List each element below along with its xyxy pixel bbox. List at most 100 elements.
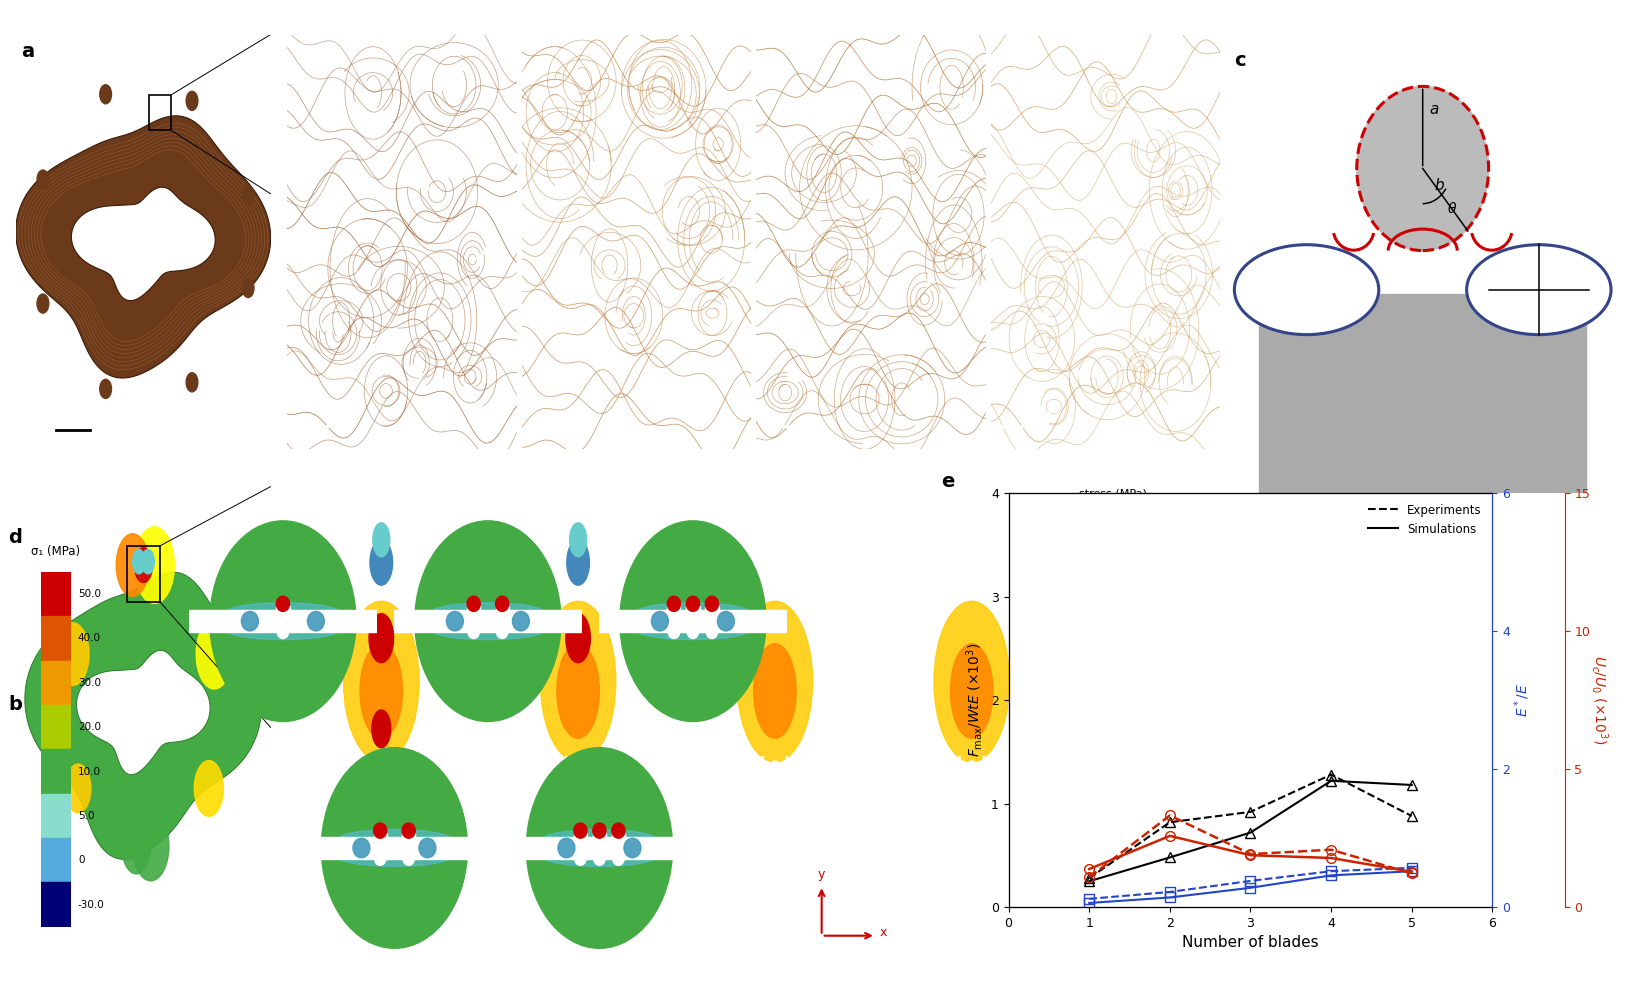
Bar bbox=[393, 610, 582, 632]
Circle shape bbox=[574, 823, 587, 838]
Text: 5.0: 5.0 bbox=[77, 810, 95, 821]
Circle shape bbox=[706, 625, 718, 639]
Text: -77.1: -77.1 bbox=[1116, 754, 1142, 764]
Ellipse shape bbox=[760, 761, 788, 893]
Bar bbox=[300, 837, 488, 859]
Circle shape bbox=[569, 523, 587, 557]
Circle shape bbox=[403, 852, 415, 866]
Circle shape bbox=[134, 527, 174, 603]
Circle shape bbox=[370, 540, 392, 586]
Circle shape bbox=[277, 625, 288, 639]
Ellipse shape bbox=[598, 625, 667, 889]
Text: c: c bbox=[1234, 51, 1246, 70]
Ellipse shape bbox=[539, 601, 616, 762]
Ellipse shape bbox=[1234, 245, 1378, 334]
Ellipse shape bbox=[361, 644, 402, 739]
Circle shape bbox=[623, 838, 641, 858]
Text: 10.0: 10.0 bbox=[77, 766, 102, 777]
Ellipse shape bbox=[367, 761, 395, 893]
Circle shape bbox=[402, 823, 415, 838]
Circle shape bbox=[374, 823, 387, 838]
Bar bbox=[1078, 542, 1108, 582]
Circle shape bbox=[565, 613, 590, 663]
Circle shape bbox=[667, 597, 680, 611]
Ellipse shape bbox=[488, 625, 557, 889]
Bar bbox=[592, 833, 606, 859]
Bar bbox=[505, 837, 693, 859]
Text: x: x bbox=[879, 926, 887, 939]
PathPatch shape bbox=[25, 572, 261, 860]
Text: 30.0: 30.0 bbox=[77, 677, 102, 688]
Ellipse shape bbox=[957, 761, 985, 893]
Ellipse shape bbox=[636, 602, 749, 622]
Text: d: d bbox=[8, 528, 21, 547]
Ellipse shape bbox=[526, 747, 672, 949]
Circle shape bbox=[38, 170, 49, 189]
Circle shape bbox=[134, 547, 152, 583]
Text: 0: 0 bbox=[77, 855, 84, 866]
Text: $a$: $a$ bbox=[1428, 102, 1439, 116]
Circle shape bbox=[56, 623, 89, 685]
Bar bbox=[1078, 779, 1108, 818]
Circle shape bbox=[187, 373, 198, 391]
Bar bbox=[402, 833, 415, 859]
Bar bbox=[598, 610, 787, 632]
Circle shape bbox=[133, 811, 169, 880]
Ellipse shape bbox=[338, 829, 451, 849]
Text: -200: -200 bbox=[1116, 833, 1139, 843]
Bar bbox=[1078, 661, 1108, 700]
Legend: Experiments, Simulations: Experiments, Simulations bbox=[1362, 499, 1485, 540]
Text: 230: 230 bbox=[1116, 557, 1136, 567]
Text: 50.0: 50.0 bbox=[77, 589, 102, 599]
Text: $b$: $b$ bbox=[1432, 176, 1444, 192]
Circle shape bbox=[495, 597, 508, 611]
Circle shape bbox=[574, 852, 585, 866]
Text: y: y bbox=[818, 868, 824, 881]
Bar bbox=[41, 661, 70, 705]
Ellipse shape bbox=[344, 601, 420, 762]
Circle shape bbox=[613, 852, 624, 866]
Y-axis label: $U_c/U_0\ (\times 10^3)$: $U_c/U_0\ (\times 10^3)$ bbox=[1588, 656, 1609, 744]
Ellipse shape bbox=[431, 620, 544, 640]
Y-axis label: $F_{\mathrm{max}}/WtE\ (\times 10^3)$: $F_{\mathrm{max}}/WtE\ (\times 10^3)$ bbox=[964, 643, 985, 757]
Circle shape bbox=[593, 852, 605, 866]
Circle shape bbox=[567, 540, 588, 586]
Bar bbox=[1078, 700, 1108, 740]
Circle shape bbox=[197, 619, 233, 689]
Circle shape bbox=[611, 823, 624, 838]
Bar bbox=[41, 882, 70, 927]
Bar bbox=[467, 606, 480, 632]
Bar bbox=[41, 616, 70, 661]
Circle shape bbox=[651, 611, 669, 631]
Bar bbox=[611, 833, 624, 859]
Ellipse shape bbox=[620, 521, 765, 722]
Circle shape bbox=[1355, 87, 1488, 250]
Bar bbox=[41, 838, 70, 882]
Ellipse shape bbox=[795, 625, 864, 889]
Circle shape bbox=[193, 760, 223, 816]
Circle shape bbox=[418, 838, 436, 858]
Y-axis label: $E^*/E$: $E^*/E$ bbox=[1511, 683, 1531, 717]
Circle shape bbox=[667, 625, 679, 639]
Circle shape bbox=[372, 523, 390, 557]
Circle shape bbox=[705, 597, 718, 611]
Circle shape bbox=[243, 185, 254, 205]
Circle shape bbox=[100, 85, 111, 104]
Bar bbox=[574, 833, 587, 859]
Bar bbox=[275, 606, 290, 632]
Ellipse shape bbox=[951, 644, 992, 739]
Circle shape bbox=[511, 611, 529, 631]
Circle shape bbox=[369, 613, 393, 663]
X-axis label: Number of blades: Number of blades bbox=[1182, 936, 1318, 951]
Ellipse shape bbox=[754, 644, 795, 739]
Ellipse shape bbox=[1465, 245, 1609, 334]
Bar bbox=[1078, 740, 1108, 779]
Ellipse shape bbox=[543, 847, 656, 867]
Text: -15.7: -15.7 bbox=[1116, 715, 1142, 725]
Circle shape bbox=[374, 852, 385, 866]
Circle shape bbox=[372, 710, 390, 747]
Circle shape bbox=[497, 625, 508, 639]
Ellipse shape bbox=[543, 829, 656, 849]
Circle shape bbox=[716, 611, 734, 631]
Circle shape bbox=[306, 611, 325, 631]
